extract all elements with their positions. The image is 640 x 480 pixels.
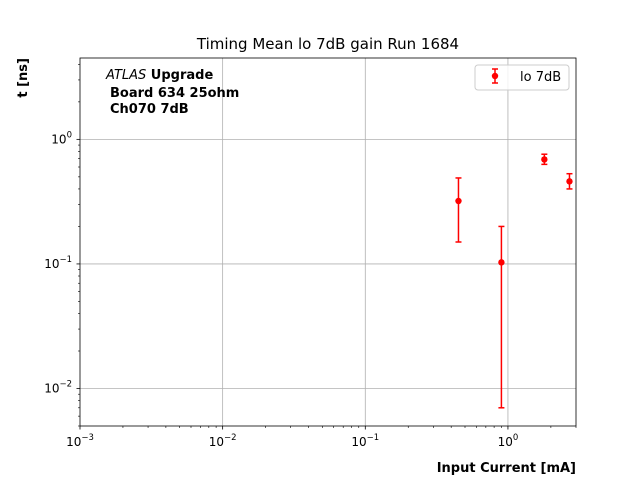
y-tick-label-2: 100: [51, 130, 72, 146]
y-tick-label-2-base: 10: [51, 132, 66, 146]
y-tick-label-0-base: 10: [44, 382, 59, 396]
x-tick-label-3-exponent: 0: [513, 433, 518, 443]
plot-area: [80, 58, 576, 426]
legend-box: [474, 64, 570, 91]
chart-title: Timing Mean lo 7dB gain Run 1684: [196, 35, 459, 53]
y-tick-label-1-exponent: −1: [59, 255, 72, 265]
x-tick-label-0: 10−3: [66, 433, 94, 449]
data-point-2: [541, 156, 548, 163]
data-series-lo-7db: [455, 153, 573, 409]
x-tick-label-1-base: 10: [209, 435, 224, 449]
y-tick-label-0-exponent: −2: [59, 380, 72, 390]
x-tick-label-1-exponent: −2: [224, 433, 237, 443]
y-tick-label-1-base: 10: [44, 257, 59, 271]
plot-frame: [79, 57, 577, 427]
y-axis-label: t [ns]: [16, 58, 31, 98]
annotation-atlas: ATLAS: [105, 68, 146, 83]
legend-marker: [491, 72, 499, 80]
x-tick-label-3-base: 10: [498, 435, 513, 449]
data-point-0: [455, 197, 462, 205]
annotation-line-2: Board 634 25ohm: [110, 86, 239, 101]
legend: lo 7dB: [474, 64, 570, 91]
x-tick-label-1: 10−2: [209, 433, 237, 449]
grid-lines: [80, 58, 576, 426]
x-tick-label-0-base: 10: [66, 435, 81, 449]
y-tick-label-2-exponent: 0: [67, 130, 72, 140]
x-tick-label-2-exponent: −1: [367, 433, 380, 443]
annotation-line-3: Ch070 7dB: [110, 102, 189, 117]
x-tick-label-0-exponent: −3: [81, 433, 94, 443]
y-tick-label-0: 10−2: [44, 380, 72, 396]
data-point-3: [566, 178, 573, 185]
x-tick-label-2-base: 10: [351, 435, 366, 449]
x-axis-label: Input Current [mA]: [437, 461, 576, 476]
y-tick-label-1: 10−1: [44, 255, 72, 271]
annotation-upgrade: Upgrade: [146, 68, 213, 83]
x-tick-label-3: 100: [498, 433, 519, 449]
atlas-annotation: ATLAS Upgrade Board 634 25ohm Ch070 7dB: [105, 68, 239, 117]
legend-entry-label: lo 7dB: [520, 70, 561, 85]
annotation-line-1: ATLAS Upgrade: [105, 68, 213, 83]
data-point-1: [498, 259, 505, 266]
x-tick-label-2: 10−1: [351, 433, 379, 449]
